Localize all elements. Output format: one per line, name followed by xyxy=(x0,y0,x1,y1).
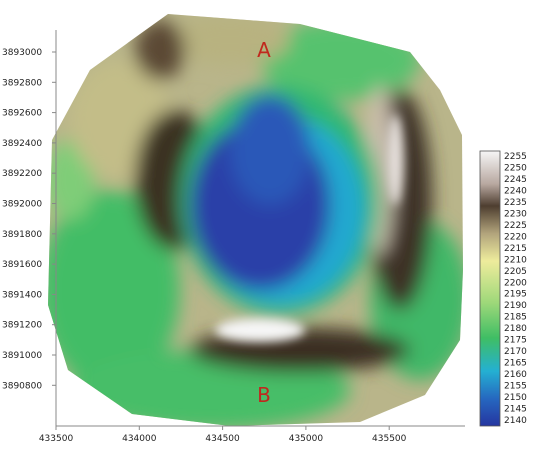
y-tick-label: 3891400 xyxy=(2,290,42,300)
colorbar-tick-label: 2250 xyxy=(504,163,527,173)
marker-b-label: B xyxy=(257,383,271,407)
y-tick-label: 3892200 xyxy=(2,169,42,179)
colorbar-tick-label: 2155 xyxy=(504,382,527,392)
colorbar-tick-label: 2170 xyxy=(504,347,527,357)
y-tick-label: 3891200 xyxy=(2,321,42,331)
colorbar-tick-label: 2180 xyxy=(504,324,527,334)
y-tick-label: 3892600 xyxy=(2,109,42,119)
colorbar-tick-label: 2150 xyxy=(504,393,527,403)
x-tick-label: 434000 xyxy=(122,434,157,444)
colorbar-tick-label: 2200 xyxy=(504,278,527,288)
colorbar-tick-label: 2165 xyxy=(504,359,527,369)
x-tick-label: 434500 xyxy=(205,434,240,444)
x-tick-label: 433500 xyxy=(39,434,74,444)
map-surface xyxy=(48,14,463,426)
y-axis-ticks: 3893000 3892800 3892600 3892400 3892200 38920… xyxy=(2,48,56,391)
y-tick-label: 3893000 xyxy=(2,48,42,58)
colorbar-tick-label: 2185 xyxy=(504,313,527,323)
x-tick-label: 435000 xyxy=(289,434,324,444)
y-tick-label: 3891600 xyxy=(2,260,42,270)
x-tick-label: 435500 xyxy=(372,434,407,444)
colorbar-tick-label: 2160 xyxy=(504,370,527,380)
colorbar-tick-label: 2190 xyxy=(504,301,527,311)
colorbar-tick-label: 2235 xyxy=(504,198,527,208)
colorbar-tick-label: 2220 xyxy=(504,232,527,242)
y-tick-label: 3892400 xyxy=(2,139,42,149)
y-tick-label: 3892800 xyxy=(2,78,42,88)
colorbar-tick-label: 2240 xyxy=(504,186,527,196)
x-axis-ticks: 433500 434000 434500 435000 435500 xyxy=(39,426,407,444)
colorbar-tick-label: 2225 xyxy=(504,221,527,231)
colorbar-tick-label: 2175 xyxy=(504,336,527,346)
colorbar-tick-label: 2140 xyxy=(504,416,527,426)
colorbar-tick-label: 2230 xyxy=(504,209,527,219)
colorbar-tick-label: 2215 xyxy=(504,244,527,254)
y-tick-label: 3891000 xyxy=(2,351,42,361)
colorbar-tick-label: 2195 xyxy=(504,290,527,300)
colorbar-tick-label: 2145 xyxy=(504,405,527,415)
marker-a-label: A xyxy=(257,38,271,62)
y-tick-label: 3890800 xyxy=(2,381,42,391)
colorbar-gradient xyxy=(479,150,501,427)
colorbar-tick-label: 2255 xyxy=(504,152,527,162)
y-tick-label: 3891800 xyxy=(2,230,42,240)
colorbar-tick-label: 2210 xyxy=(504,255,527,265)
colorbar-tick-label: 2245 xyxy=(504,175,527,185)
colorbar-tick-label: 2205 xyxy=(504,267,527,277)
y-tick-label: 3892000 xyxy=(2,200,42,210)
